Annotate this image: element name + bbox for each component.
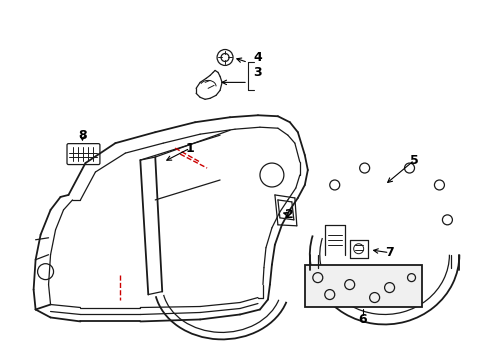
FancyBboxPatch shape [67,144,100,165]
Text: 2: 2 [285,208,294,221]
Text: 5: 5 [409,154,418,167]
Text: 1: 1 [185,141,194,155]
Text: 3: 3 [253,66,262,79]
Text: 8: 8 [78,129,86,142]
Text: 4: 4 [253,51,262,64]
Text: 7: 7 [385,246,393,259]
FancyBboxPatch shape [304,265,422,306]
Text: 6: 6 [358,313,366,326]
